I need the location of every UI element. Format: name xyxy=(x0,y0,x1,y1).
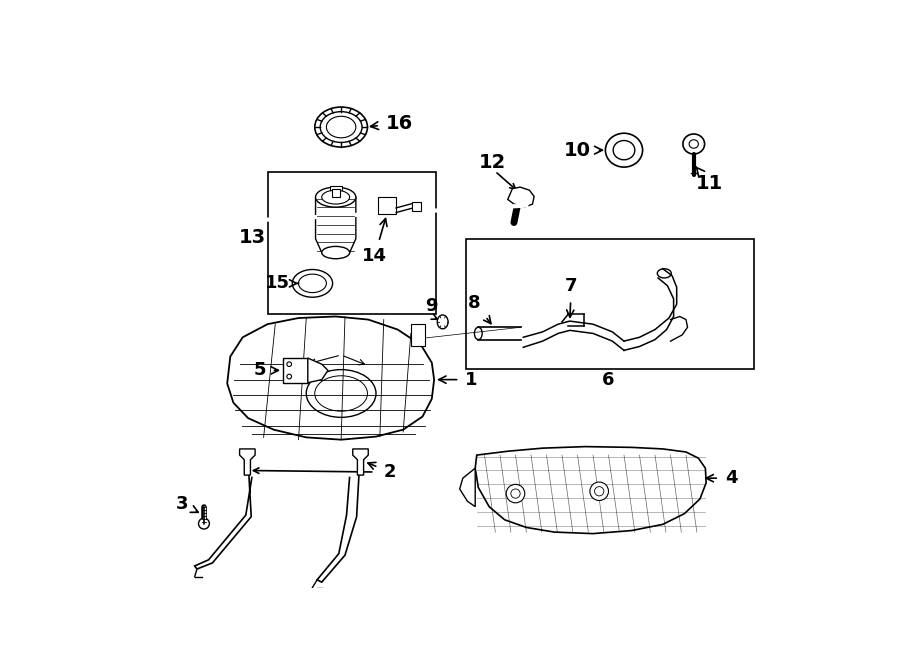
Polygon shape xyxy=(508,187,534,207)
Bar xyxy=(411,202,421,211)
Text: 5: 5 xyxy=(254,362,278,379)
Circle shape xyxy=(511,489,520,498)
Text: 10: 10 xyxy=(564,141,602,160)
Text: 2: 2 xyxy=(368,463,396,481)
Ellipse shape xyxy=(437,315,448,329)
Ellipse shape xyxy=(322,190,349,204)
Text: 4: 4 xyxy=(706,469,737,487)
Ellipse shape xyxy=(199,518,210,529)
Text: 12: 12 xyxy=(479,153,506,172)
Bar xyxy=(267,172,436,314)
Text: 6: 6 xyxy=(602,371,615,389)
Polygon shape xyxy=(353,449,368,475)
Ellipse shape xyxy=(322,247,349,258)
Bar xyxy=(283,358,308,383)
Text: 1: 1 xyxy=(439,371,478,389)
Text: 9: 9 xyxy=(426,297,438,315)
Circle shape xyxy=(287,362,292,367)
Bar xyxy=(411,324,425,346)
Polygon shape xyxy=(239,449,255,475)
Ellipse shape xyxy=(657,269,671,278)
Circle shape xyxy=(595,486,604,496)
Ellipse shape xyxy=(292,270,333,297)
Bar xyxy=(329,186,342,197)
Text: 3: 3 xyxy=(176,495,198,514)
Polygon shape xyxy=(227,317,434,440)
Ellipse shape xyxy=(613,141,634,160)
Bar xyxy=(466,239,754,369)
Text: 15: 15 xyxy=(266,274,299,292)
Text: 13: 13 xyxy=(238,227,266,247)
Ellipse shape xyxy=(299,274,327,293)
Text: 14: 14 xyxy=(362,219,387,266)
Ellipse shape xyxy=(316,187,356,207)
Polygon shape xyxy=(460,468,475,507)
Polygon shape xyxy=(475,447,706,533)
Circle shape xyxy=(590,482,608,500)
Bar xyxy=(378,197,396,214)
Polygon shape xyxy=(316,197,356,253)
Ellipse shape xyxy=(683,134,705,154)
Circle shape xyxy=(287,374,292,379)
Circle shape xyxy=(506,485,525,503)
Ellipse shape xyxy=(606,134,643,167)
Ellipse shape xyxy=(474,327,482,340)
Polygon shape xyxy=(308,358,328,383)
Text: 11: 11 xyxy=(696,167,723,193)
Text: 7: 7 xyxy=(565,277,578,317)
Ellipse shape xyxy=(689,139,698,148)
Text: 8: 8 xyxy=(468,293,490,324)
Text: 16: 16 xyxy=(371,114,413,133)
Bar xyxy=(332,190,339,197)
